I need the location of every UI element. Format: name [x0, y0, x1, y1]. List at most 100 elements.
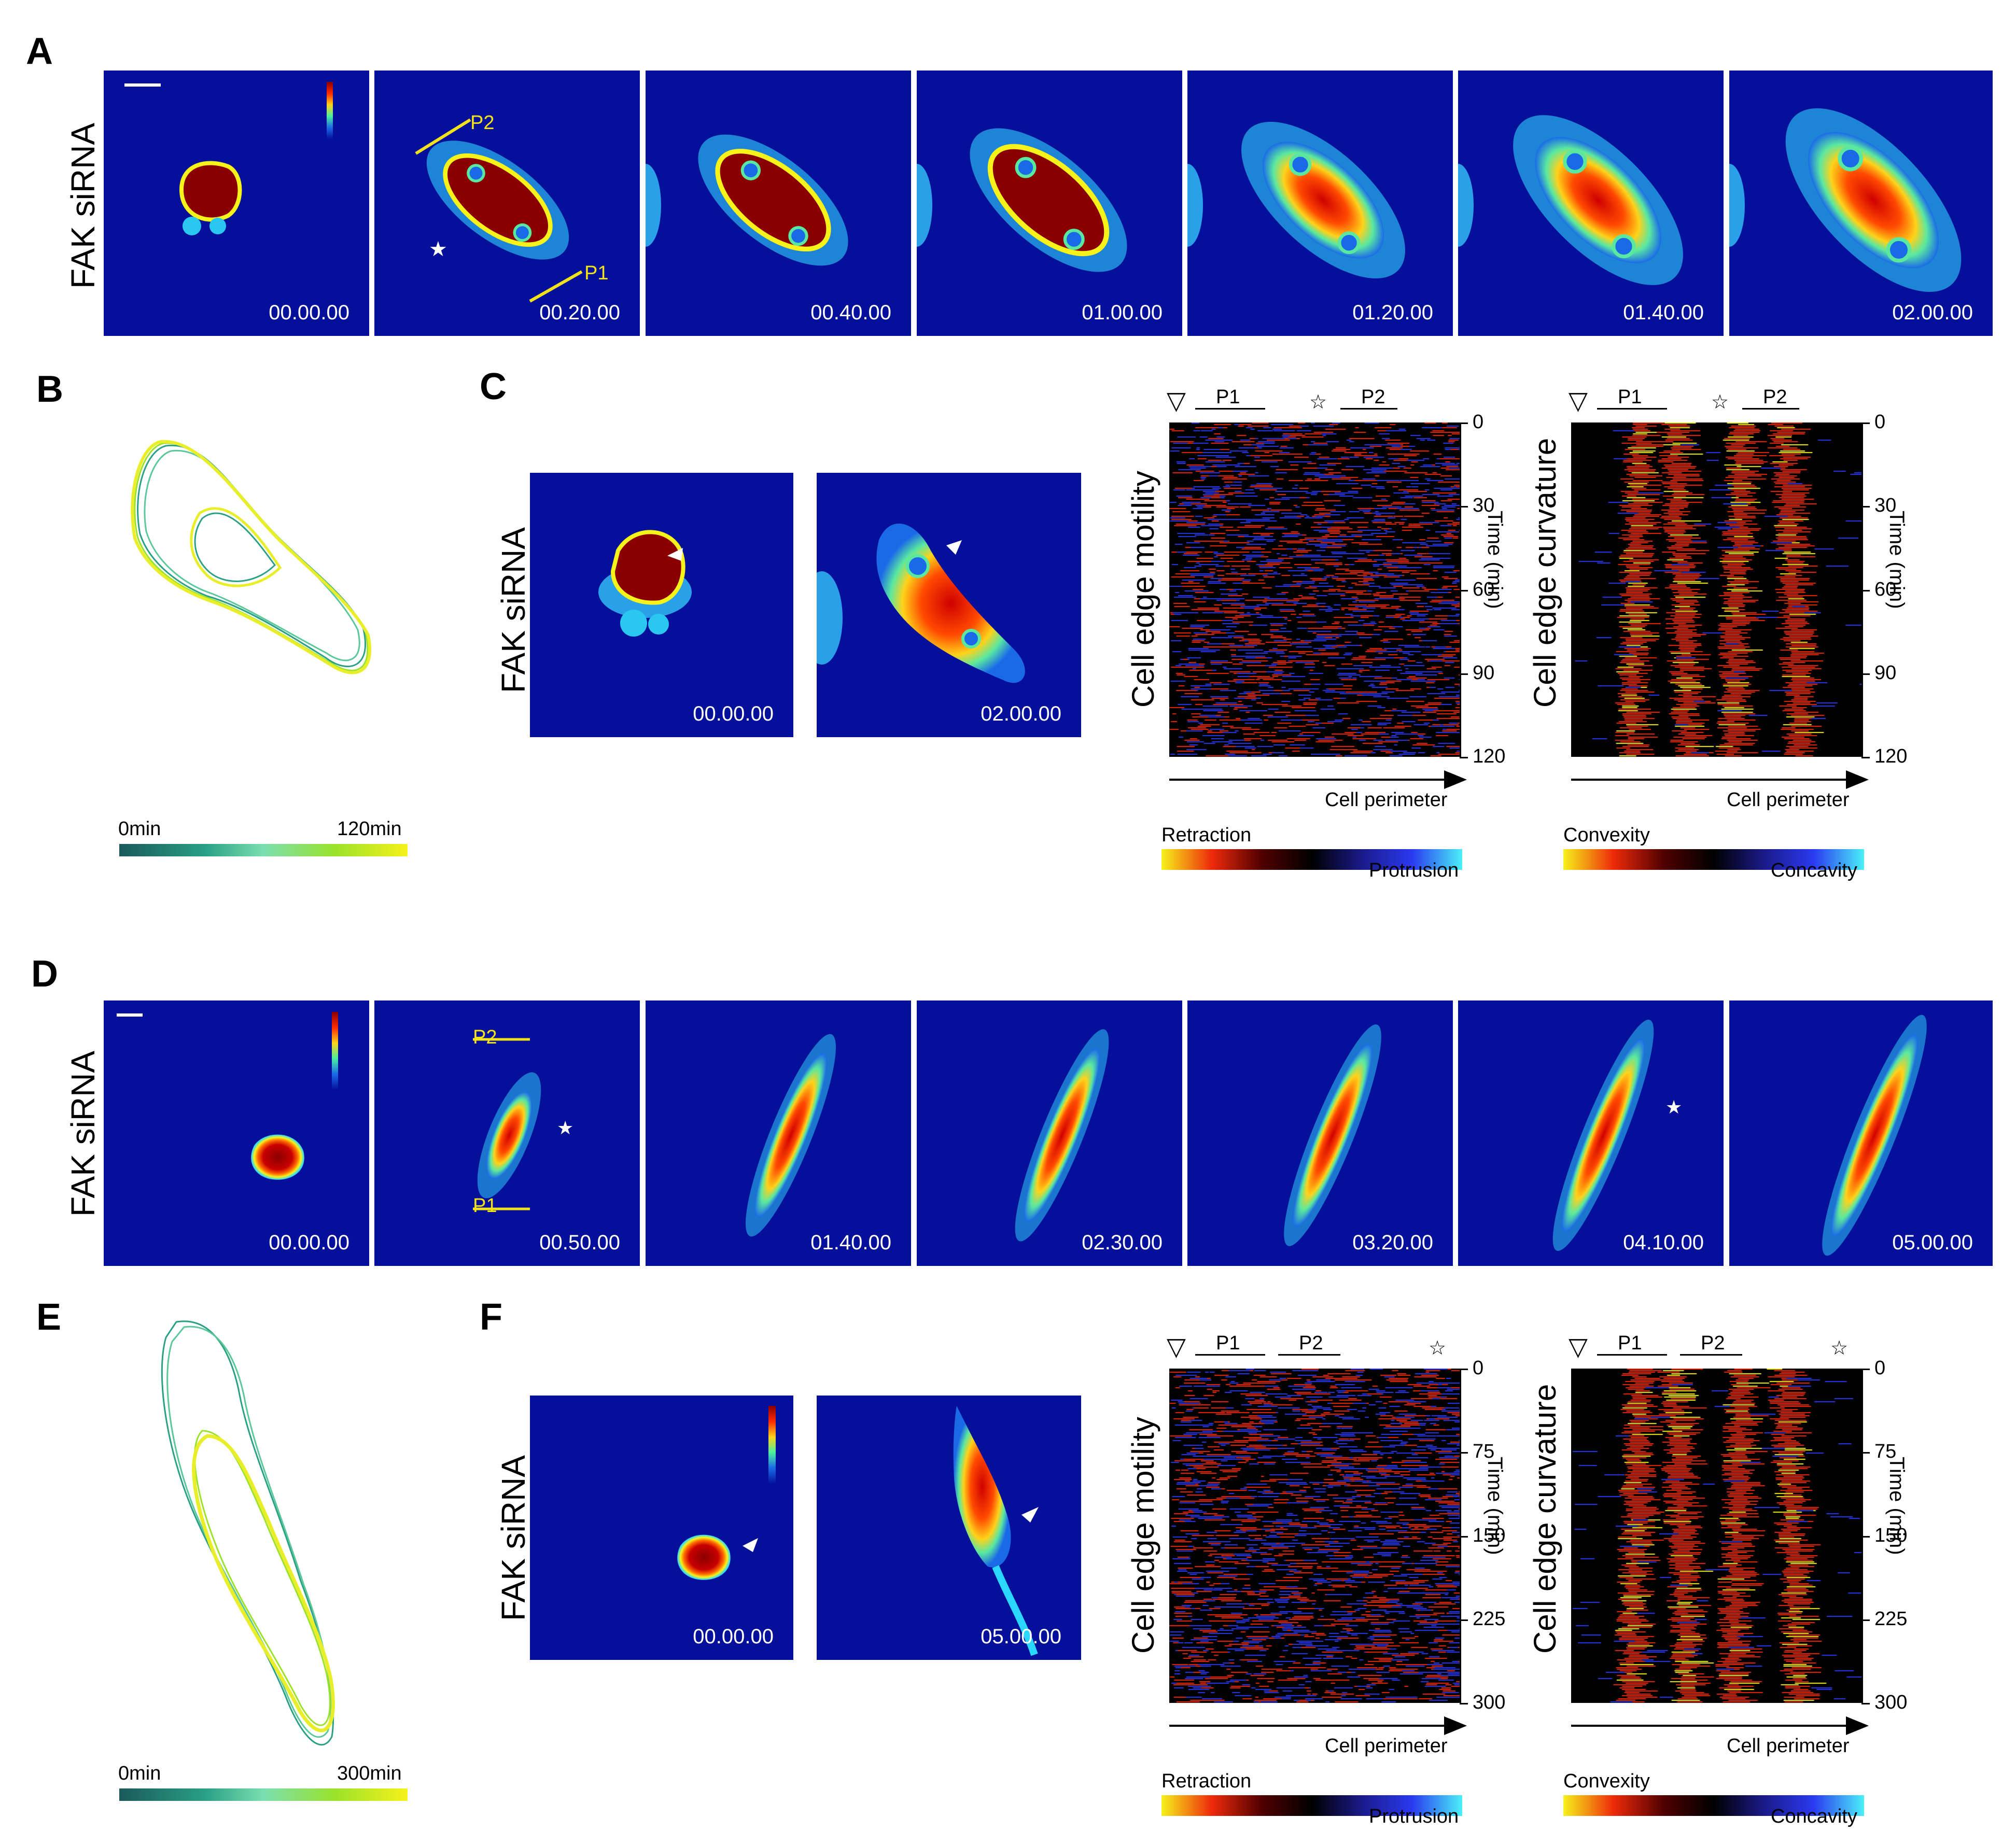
arrowhead-marker: [1021, 1507, 1039, 1523]
y-tick-mark: [1460, 1369, 1468, 1370]
timestamp: 00.00.00: [269, 301, 349, 324]
timestamp: 03.20.00: [1352, 1231, 1433, 1254]
micrograph-frame: 00.00.00: [104, 1000, 369, 1266]
time-colorbar-b: [119, 844, 408, 856]
star-marker: ☆: [1429, 1337, 1447, 1359]
micrograph-frame: P2 P1 ★ 00.50.00: [374, 1000, 640, 1266]
bracket-p2: [1742, 408, 1799, 410]
row-label-a: FAK siRNA: [64, 122, 102, 289]
timestamp: 00.40.00: [810, 301, 891, 324]
timestamp: 02.00.00: [1892, 301, 1973, 324]
legend-right-label: Protrusion: [1369, 1806, 1459, 1827]
y-axis-title: Time (min): [1483, 1457, 1506, 1555]
row-label-c: FAK siRNA: [495, 527, 532, 694]
y-tick-label: 120: [1473, 745, 1506, 767]
kymograph-ylabel: Cell edge motility: [1126, 1417, 1160, 1654]
legend-colorbar: [1161, 849, 1462, 870]
bracket-p2: [1680, 1354, 1742, 1356]
panel-label-f: F: [480, 1297, 502, 1338]
kymograph-ylabel: Cell edge curvature: [1528, 438, 1562, 708]
x-axis-arrow-line: [1169, 779, 1449, 781]
star-marker: ☆: [1309, 391, 1327, 413]
panel-label-e: E: [36, 1297, 62, 1338]
timestamp: 01.40.00: [1623, 301, 1704, 324]
start-marker: ▽: [1167, 387, 1186, 415]
kymograph-ylabel: Cell edge motility: [1126, 471, 1160, 708]
legend-colorbar: [1563, 849, 1864, 870]
label-p2: P2: [1763, 386, 1787, 408]
legend-right-label: Concavity: [1771, 859, 1857, 881]
y-tick-label: 75: [1874, 1441, 1897, 1463]
y-tick-label: 225: [1874, 1608, 1908, 1630]
bracket-p2: [1278, 1354, 1340, 1356]
kymograph-ylabel: Cell edge curvature: [1528, 1384, 1562, 1654]
kymograph-heatmap: [1571, 422, 1861, 757]
x-axis-arrow-line: [1571, 779, 1851, 781]
kymograph-heatmap: [1169, 1369, 1460, 1703]
legend-left-label: Retraction: [1161, 1770, 1252, 1792]
micrograph-frame: 01.40.00: [1458, 71, 1724, 336]
timestamp: 00.00.00: [269, 1231, 349, 1254]
timestamp: 00.00.00: [693, 702, 774, 725]
cell-outline-overlay-e: [161, 1320, 335, 1746]
y-tick-mark: [1460, 422, 1468, 424]
micrograph-frame: 02.00.00: [1729, 71, 1993, 336]
start-marker: ▽: [1569, 387, 1588, 415]
cell-outline-overlay-b: [131, 440, 372, 674]
y-tick-mark: [1861, 506, 1870, 508]
timestamp: 05.00.00: [1892, 1231, 1973, 1254]
timestamp: 00.50.00: [539, 1231, 620, 1254]
bracket-p2: [1340, 408, 1397, 410]
annotation-p2: P2: [470, 112, 495, 134]
y-tick-mark: [1460, 1619, 1468, 1621]
micrograph-c-start: 00.00.00: [530, 473, 793, 737]
y-tick-mark: [1861, 757, 1870, 758]
y-tick-mark: [1861, 1369, 1870, 1370]
y-axis-line: [1460, 1369, 1461, 1703]
y-tick-mark: [1861, 1535, 1870, 1538]
y-tick-mark: [1861, 422, 1870, 424]
y-tick-mark: [1460, 757, 1468, 758]
legend-left-label: Retraction: [1161, 824, 1252, 846]
micrograph-frame: 00.40.00: [646, 71, 911, 336]
annotation-p1: P1: [584, 262, 609, 284]
y-tick-label: 120: [1874, 745, 1908, 767]
micrograph-frame: 01.40.00: [646, 1000, 911, 1266]
x-axis-arrowhead: [1444, 1716, 1467, 1735]
micrograph-f-start: 00.00.00: [530, 1396, 793, 1660]
label-p2: P2: [1299, 1332, 1323, 1354]
scale-start-b: 0min: [118, 818, 161, 840]
star-marker: ★: [557, 1117, 574, 1138]
x-axis-arrow-line: [1571, 1725, 1851, 1727]
y-tick-label: 60: [1874, 578, 1897, 600]
y-axis-line: [1460, 422, 1461, 757]
scale-end-e: 300min: [337, 1763, 402, 1784]
y-axis-line: [1861, 422, 1863, 757]
y-tick-label: 30: [1874, 495, 1897, 517]
panel-label-c: C: [480, 366, 507, 407]
legend-colorbar: [1161, 1795, 1462, 1816]
micrograph-frame: 00.00.00: [104, 71, 369, 336]
x-axis-title: Cell perimeter: [1325, 789, 1448, 811]
y-tick-mark: [1861, 1703, 1870, 1704]
y-tick-label: 75: [1473, 1441, 1495, 1463]
panel-label-b: B: [36, 369, 63, 410]
timestamp: 04.10.00: [1623, 1231, 1704, 1254]
bracket-p1: [1597, 408, 1667, 410]
label-p2: P2: [1701, 1332, 1725, 1354]
y-tick-label: 0: [1874, 411, 1886, 433]
x-axis-title: Cell perimeter: [1727, 1735, 1850, 1757]
start-marker: ▽: [1167, 1333, 1186, 1361]
y-axis-title: Time (min): [1885, 1457, 1908, 1555]
y-axis-title: Time (min): [1483, 511, 1506, 609]
y-tick-label: 300: [1874, 1692, 1908, 1713]
legend-colorbar: [1563, 1795, 1864, 1816]
annotation-p1: P1: [473, 1195, 497, 1217]
y-tick-label: 90: [1874, 661, 1897, 684]
y-tick-mark: [1861, 1619, 1870, 1621]
star-marker: ☆: [1711, 391, 1729, 413]
timestamp: 05.00.00: [981, 1625, 1061, 1648]
micrograph-frame: ★ 04.10.00: [1458, 1000, 1724, 1266]
bracket-p1: [1597, 1354, 1667, 1356]
timestamp: 01.20.00: [1352, 301, 1433, 324]
